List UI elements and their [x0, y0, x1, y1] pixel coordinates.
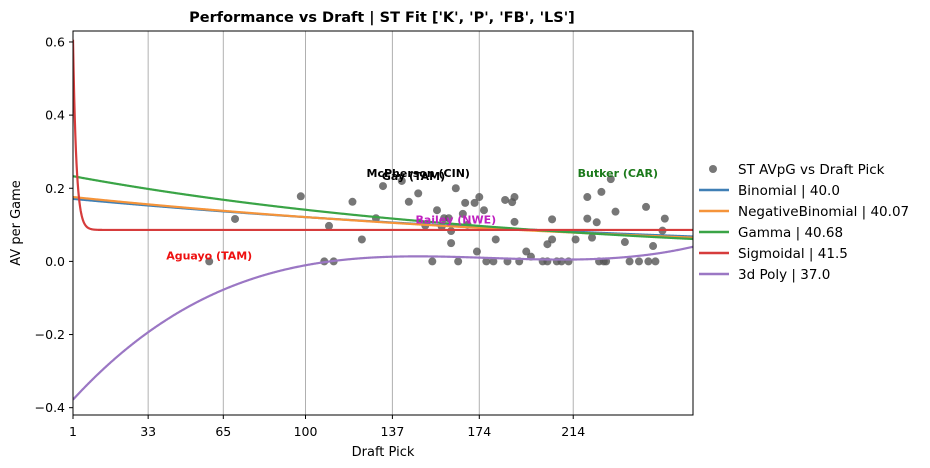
legend-label-scatter: ST AVpG vs Draft Pick [738, 162, 885, 178]
scatter-point [451, 184, 460, 193]
scatter-point [583, 193, 592, 202]
scatter-point [660, 214, 669, 223]
scatter-point [606, 175, 615, 184]
legend: ST AVpG vs Draft Pick Binomial | 40.0 Nega… [699, 162, 909, 283]
x-tick-label: 174 [467, 424, 491, 439]
scatter-point [472, 247, 481, 256]
legend-label-4: 3d Poly | 37.0 [738, 267, 830, 283]
scatter-point [588, 233, 597, 242]
x-axis: 1 33 65 100 137 174 214 [69, 415, 585, 439]
scatter-point [475, 193, 484, 202]
scatter-point [414, 189, 423, 198]
scatter-point [482, 257, 491, 266]
annotation-label: Aguayo (TAM) [166, 249, 252, 262]
scatter-point [611, 207, 620, 216]
scatter-point [548, 235, 557, 244]
legend-label-1: NegativeBinomial | 40.07 [738, 204, 909, 220]
plot-area [73, 39, 693, 401]
plot-frame [72, 30, 694, 416]
scatter-point [501, 195, 510, 204]
scatter-point [651, 257, 660, 266]
grid [72, 31, 574, 415]
annotation-label: Bailey (NWE) [415, 214, 496, 227]
annotation-label: McPherson (CIN) [367, 167, 470, 180]
scatter-point [592, 218, 601, 227]
scatter-point [620, 238, 629, 247]
scatter-point [642, 202, 651, 211]
scatter-point [205, 257, 214, 266]
scatter-point [491, 235, 500, 244]
scatter-point [522, 247, 531, 256]
legend-label-2: Gamma | 40.68 [738, 225, 843, 241]
x-tick-label: 137 [380, 424, 404, 439]
x-tick-label: 214 [561, 424, 585, 439]
y-tick-label: 0.4 [45, 108, 65, 123]
scatter-point [597, 187, 606, 196]
x-axis-label: Draft Pick [352, 445, 415, 460]
scatter-point [231, 214, 240, 223]
scatter-point [548, 215, 557, 224]
scatter-point [510, 217, 519, 226]
y-tick-label: −0.2 [35, 327, 65, 342]
x-tick-label: 1 [69, 424, 77, 439]
legend-label-3: Sigmoidal | 41.5 [738, 246, 848, 262]
scatter-point [649, 242, 658, 251]
annotation-label: Butker (CAR) [578, 167, 658, 180]
scatter-point [470, 198, 479, 207]
scatter-point [583, 214, 592, 223]
y-axis: −0.4 −0.2 0.0 0.2 0.4 0.6 [35, 34, 73, 415]
y-axis-label: AV per Game [9, 180, 24, 266]
annotation-label: Gay (TAM) [382, 170, 445, 183]
series-line-decay-3 [73, 39, 693, 232]
y-tick-label: 0.0 [45, 254, 65, 269]
series-line-exp-2 [73, 175, 693, 241]
y-tick-label: −0.4 [35, 400, 65, 415]
x-tick-label: 100 [294, 424, 318, 439]
scatter-point [379, 182, 387, 191]
x-tick-label: 65 [215, 424, 231, 439]
scatter-point [479, 206, 488, 215]
scatter-point [489, 257, 498, 266]
y-tick-label: 0.2 [45, 181, 65, 196]
scatter-point [296, 192, 305, 201]
scatter-point [454, 257, 463, 266]
legend-marker-scatter [709, 165, 717, 173]
scatter-point [357, 235, 366, 244]
y-tick-label: 0.6 [45, 34, 65, 49]
scatter-point [444, 214, 453, 223]
scatter-point [404, 197, 413, 206]
scatter-point [428, 257, 437, 266]
scatter-point [433, 206, 442, 215]
legend-label-0: Binomial | 40.0 [738, 183, 840, 199]
scatter-point [348, 197, 357, 206]
scatter-point [634, 257, 643, 266]
scatter-point [510, 193, 519, 202]
scatter-point [447, 239, 456, 248]
scatter-point [324, 221, 333, 230]
chart-title: Performance vs Draft | ST Fit ['K', 'P',… [189, 10, 575, 26]
scatter-point [644, 257, 653, 266]
series-line-poly3-4 [73, 245, 693, 401]
scatter-point [461, 198, 470, 207]
x-tick-label: 33 [140, 424, 156, 439]
scatter-point [458, 209, 467, 218]
scatter-point [571, 235, 580, 244]
scatter-point [397, 176, 406, 185]
scatter-point [625, 257, 634, 266]
